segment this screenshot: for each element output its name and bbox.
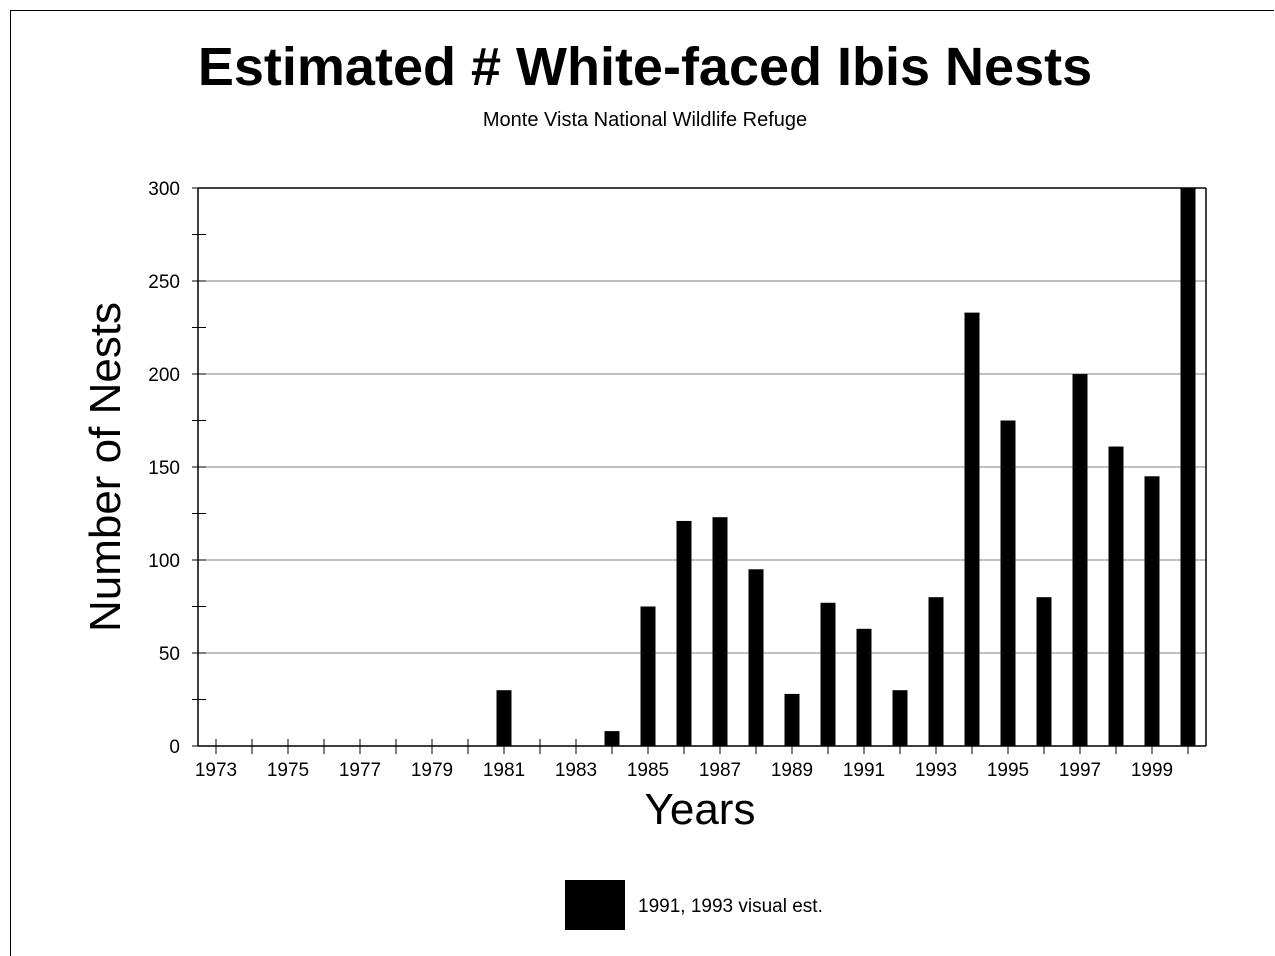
chart-frame [10,10,1274,956]
legend-swatch [565,880,625,930]
y-tick-label-200: 200 [148,365,180,386]
chart-title: Estimated # White-faced Ibis Nests [198,37,1092,97]
y-tick-label-100: 100 [148,551,180,572]
x-axis-ticks: 1973 1975 1977 1979 1981 1983 1985 1987 1989 1991… [195,739,1189,781]
bar-1986 [676,520,692,746]
x-tick-label-1977: 1977 [339,760,381,781]
y-tick-label-0: 0 [169,737,180,758]
y-axis-title: Number of Nests [81,302,130,632]
x-tick-label-1985: 1985 [627,760,669,781]
bar-1993 [928,597,944,746]
x-tick-label-1987: 1987 [699,760,741,781]
bar-1998 [1108,446,1124,746]
x-tick-label-1975: 1975 [267,760,309,781]
x-tick-label-1999: 1999 [1131,760,1173,781]
bar-1988 [748,569,764,746]
y-tick-label-50: 50 [159,644,180,665]
y-tick-label-300: 300 [148,179,180,200]
bar-1997 [1072,374,1088,746]
bar-1992 [892,690,908,746]
bar-1991 [856,628,872,746]
legend: 1991, 1993 visual est. [565,880,823,930]
bar-1994 [964,312,980,746]
x-tick-label-1997: 1997 [1059,760,1101,781]
bar-1996 [1036,597,1052,746]
x-tick-label-1983: 1983 [555,760,597,781]
x-tick-label-1995: 1995 [987,760,1029,781]
bar-1995 [1000,420,1016,746]
bar-1990 [820,602,836,746]
legend-label: 1991, 1993 visual est. [638,896,823,917]
bar-1987 [712,517,728,746]
gridlines [198,187,1206,654]
x-tick-label-1989: 1989 [771,760,813,781]
bar-1999 [1144,476,1160,746]
x-tick-label-1991: 1991 [843,760,885,781]
x-tick-label-1979: 1979 [411,760,453,781]
y-tick-label-250: 250 [148,272,180,293]
x-tick-label-1973: 1973 [195,760,237,781]
y-axis-ticks: 0 50 100 150 200 250 300 [148,179,206,758]
bar-1981 [496,690,512,746]
x-tick-label-1981: 1981 [483,760,525,781]
bar-1989 [784,693,800,746]
bars [496,188,1196,746]
bar-1984 [604,731,620,746]
y-tick-label-150: 150 [148,458,180,479]
bar-2000 [1180,188,1196,746]
chart-subtitle: Monte Vista National Wildlife Refuge [483,109,807,131]
bar-1985 [640,606,656,746]
x-axis-title: Years [645,785,756,834]
x-tick-label-1993: 1993 [915,760,957,781]
